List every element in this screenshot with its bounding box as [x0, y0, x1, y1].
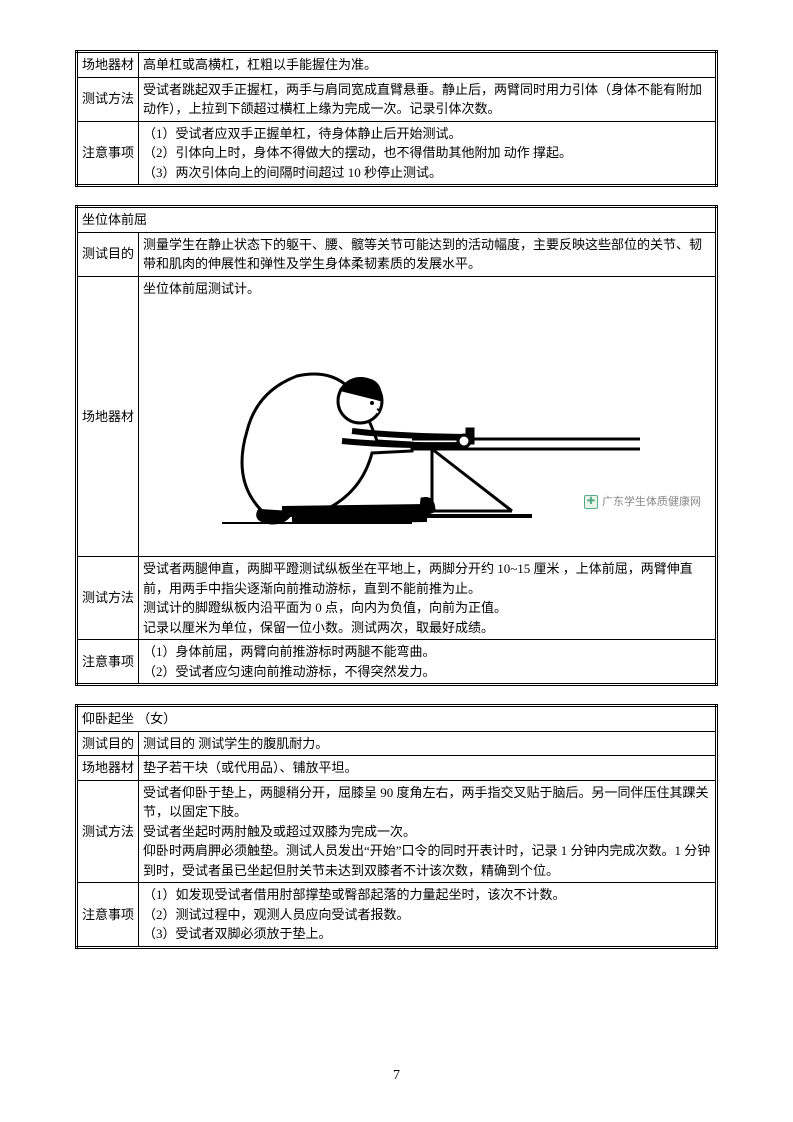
table-situp: 仰卧起坐 （女） 测试目的 测试目的 测试学生的腹肌耐力。 场地器材 垫子若干块… [75, 704, 718, 949]
table-row: 测试方法 受试者仰卧于垫上，两腿稍分开，屈膝呈 90 度角左右，两手指交叉贴于脑… [77, 780, 717, 883]
section-header: 仰卧起坐 （女） [77, 706, 717, 732]
row-label: 测试目的 [77, 232, 139, 276]
table-sitreach: 坐位体前屈 测试目的 测量学生在静止状态下的躯干、腰、髋等关节可能达到的活动幅度… [75, 205, 718, 686]
row-content: （1）身体前屈，两臂向前推游标时两腿不能弯曲。 （2）受试者应匀速向前推动游标，… [139, 640, 717, 685]
table-header-row: 仰卧起坐 （女） [77, 706, 717, 732]
row-content: （1）受试者应双手正握单杠，待身体静止后开始测试。 （2）引体向上时，身体不得做… [139, 121, 717, 186]
table-row: 场地器材 高单杠或高横杠，杠粗以手能握住为准。 [77, 52, 717, 78]
page-number: 7 [0, 1068, 793, 1084]
row-content: 高单杠或高横杠，杠粗以手能握住为准。 [139, 52, 717, 78]
row-label: 测试方法 [77, 77, 139, 121]
watermark-text: 广东学生体质健康网 [602, 494, 701, 511]
row-label: 场地器材 [77, 52, 139, 78]
table-row: 注意事项 （1）受试者应双手正握单杠，待身体静止后开始测试。 （2）引体向上时，… [77, 121, 717, 186]
table-pullup: 场地器材 高单杠或高横杠，杠粗以手能握住为准。 测试方法 受试者跳起双手正握杠，… [75, 50, 718, 187]
table-row: 测试方法 受试者跳起双手正握杠，两手与肩同宽成直臂悬垂。静止后，两臂同时用力引体… [77, 77, 717, 121]
row-content: 受试者跳起双手正握杠，两手与肩同宽成直臂悬垂。静止后，两臂同时用力引体（身体不能… [139, 77, 717, 121]
row-label: 测试目的 [77, 731, 139, 756]
table-row: 测试目的 测试目的 测试学生的腹肌耐力。 [77, 731, 717, 756]
sitreach-illustration: ✚ 广东学生体质健康网 [143, 298, 711, 554]
section-header: 坐位体前屈 [77, 207, 717, 233]
row-content: （1）如发现受试者借用肘部撑垫或臀部起落的力量起坐时，该次不计数。 （2）测试过… [139, 883, 717, 948]
row-label: 测试方法 [77, 557, 139, 640]
table-header-row: 坐位体前屈 [77, 207, 717, 233]
row-label: 注意事项 [77, 121, 139, 186]
table-row: 注意事项 （1）身体前屈，两臂向前推游标时两腿不能弯曲。 （2）受试者应匀速向前… [77, 640, 717, 685]
table-row: 场地器材 坐位体前屈测试计。 [77, 276, 717, 557]
row-content: 坐位体前屈测试计。 [139, 276, 717, 557]
row-content: 受试者两腿伸直，两脚平蹬测试纵板坐在平地上，两脚分开约 10~15 厘米 ，上体… [139, 557, 717, 640]
watermark: ✚ 广东学生体质健康网 [584, 494, 701, 511]
row-label: 场地器材 [77, 756, 139, 781]
row-content: 测量学生在静止状态下的躯干、腰、髋等关节可能达到的活动幅度，主要反映这些部位的关… [139, 232, 717, 276]
row-content: 受试者仰卧于垫上，两腿稍分开，屈膝呈 90 度角左右，两手指交叉贴于脑后。另一同… [139, 780, 717, 883]
table-row: 测试方法 受试者两腿伸直，两脚平蹬测试纵板坐在平地上，两脚分开约 10~15 厘… [77, 557, 717, 640]
watermark-logo-icon: ✚ [584, 495, 598, 509]
row-content: 垫子若干块（或代用品）、铺放平坦。 [139, 756, 717, 781]
row-label: 注意事项 [77, 640, 139, 685]
row-label: 场地器材 [77, 276, 139, 557]
row-content-text: 坐位体前屈测试计。 [143, 279, 711, 299]
sitreach-figure-icon [212, 311, 642, 541]
table-row: 测试目的 测量学生在静止状态下的躯干、腰、髋等关节可能达到的活动幅度，主要反映这… [77, 232, 717, 276]
table-row: 场地器材 垫子若干块（或代用品）、铺放平坦。 [77, 756, 717, 781]
row-label: 测试方法 [77, 780, 139, 883]
row-label: 注意事项 [77, 883, 139, 948]
row-content: 测试目的 测试学生的腹肌耐力。 [139, 731, 717, 756]
table-row: 注意事项 （1）如发现受试者借用肘部撑垫或臀部起落的力量起坐时，该次不计数。 （… [77, 883, 717, 948]
